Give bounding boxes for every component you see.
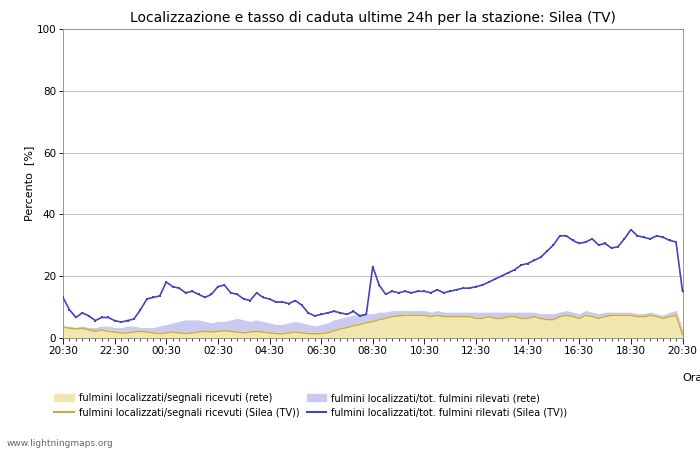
Y-axis label: Percento  [%]: Percento [%] <box>24 146 34 221</box>
Text: www.lightningmaps.org: www.lightningmaps.org <box>7 439 113 448</box>
Legend: fulmini localizzati/segnali ricevuti (rete), fulmini localizzati/segnali ricevut: fulmini localizzati/segnali ricevuti (re… <box>51 390 570 421</box>
Title: Localizzazione e tasso di caduta ultime 24h per la stazione: Silea (TV): Localizzazione e tasso di caduta ultime … <box>130 11 616 25</box>
Text: Orario: Orario <box>682 373 700 383</box>
